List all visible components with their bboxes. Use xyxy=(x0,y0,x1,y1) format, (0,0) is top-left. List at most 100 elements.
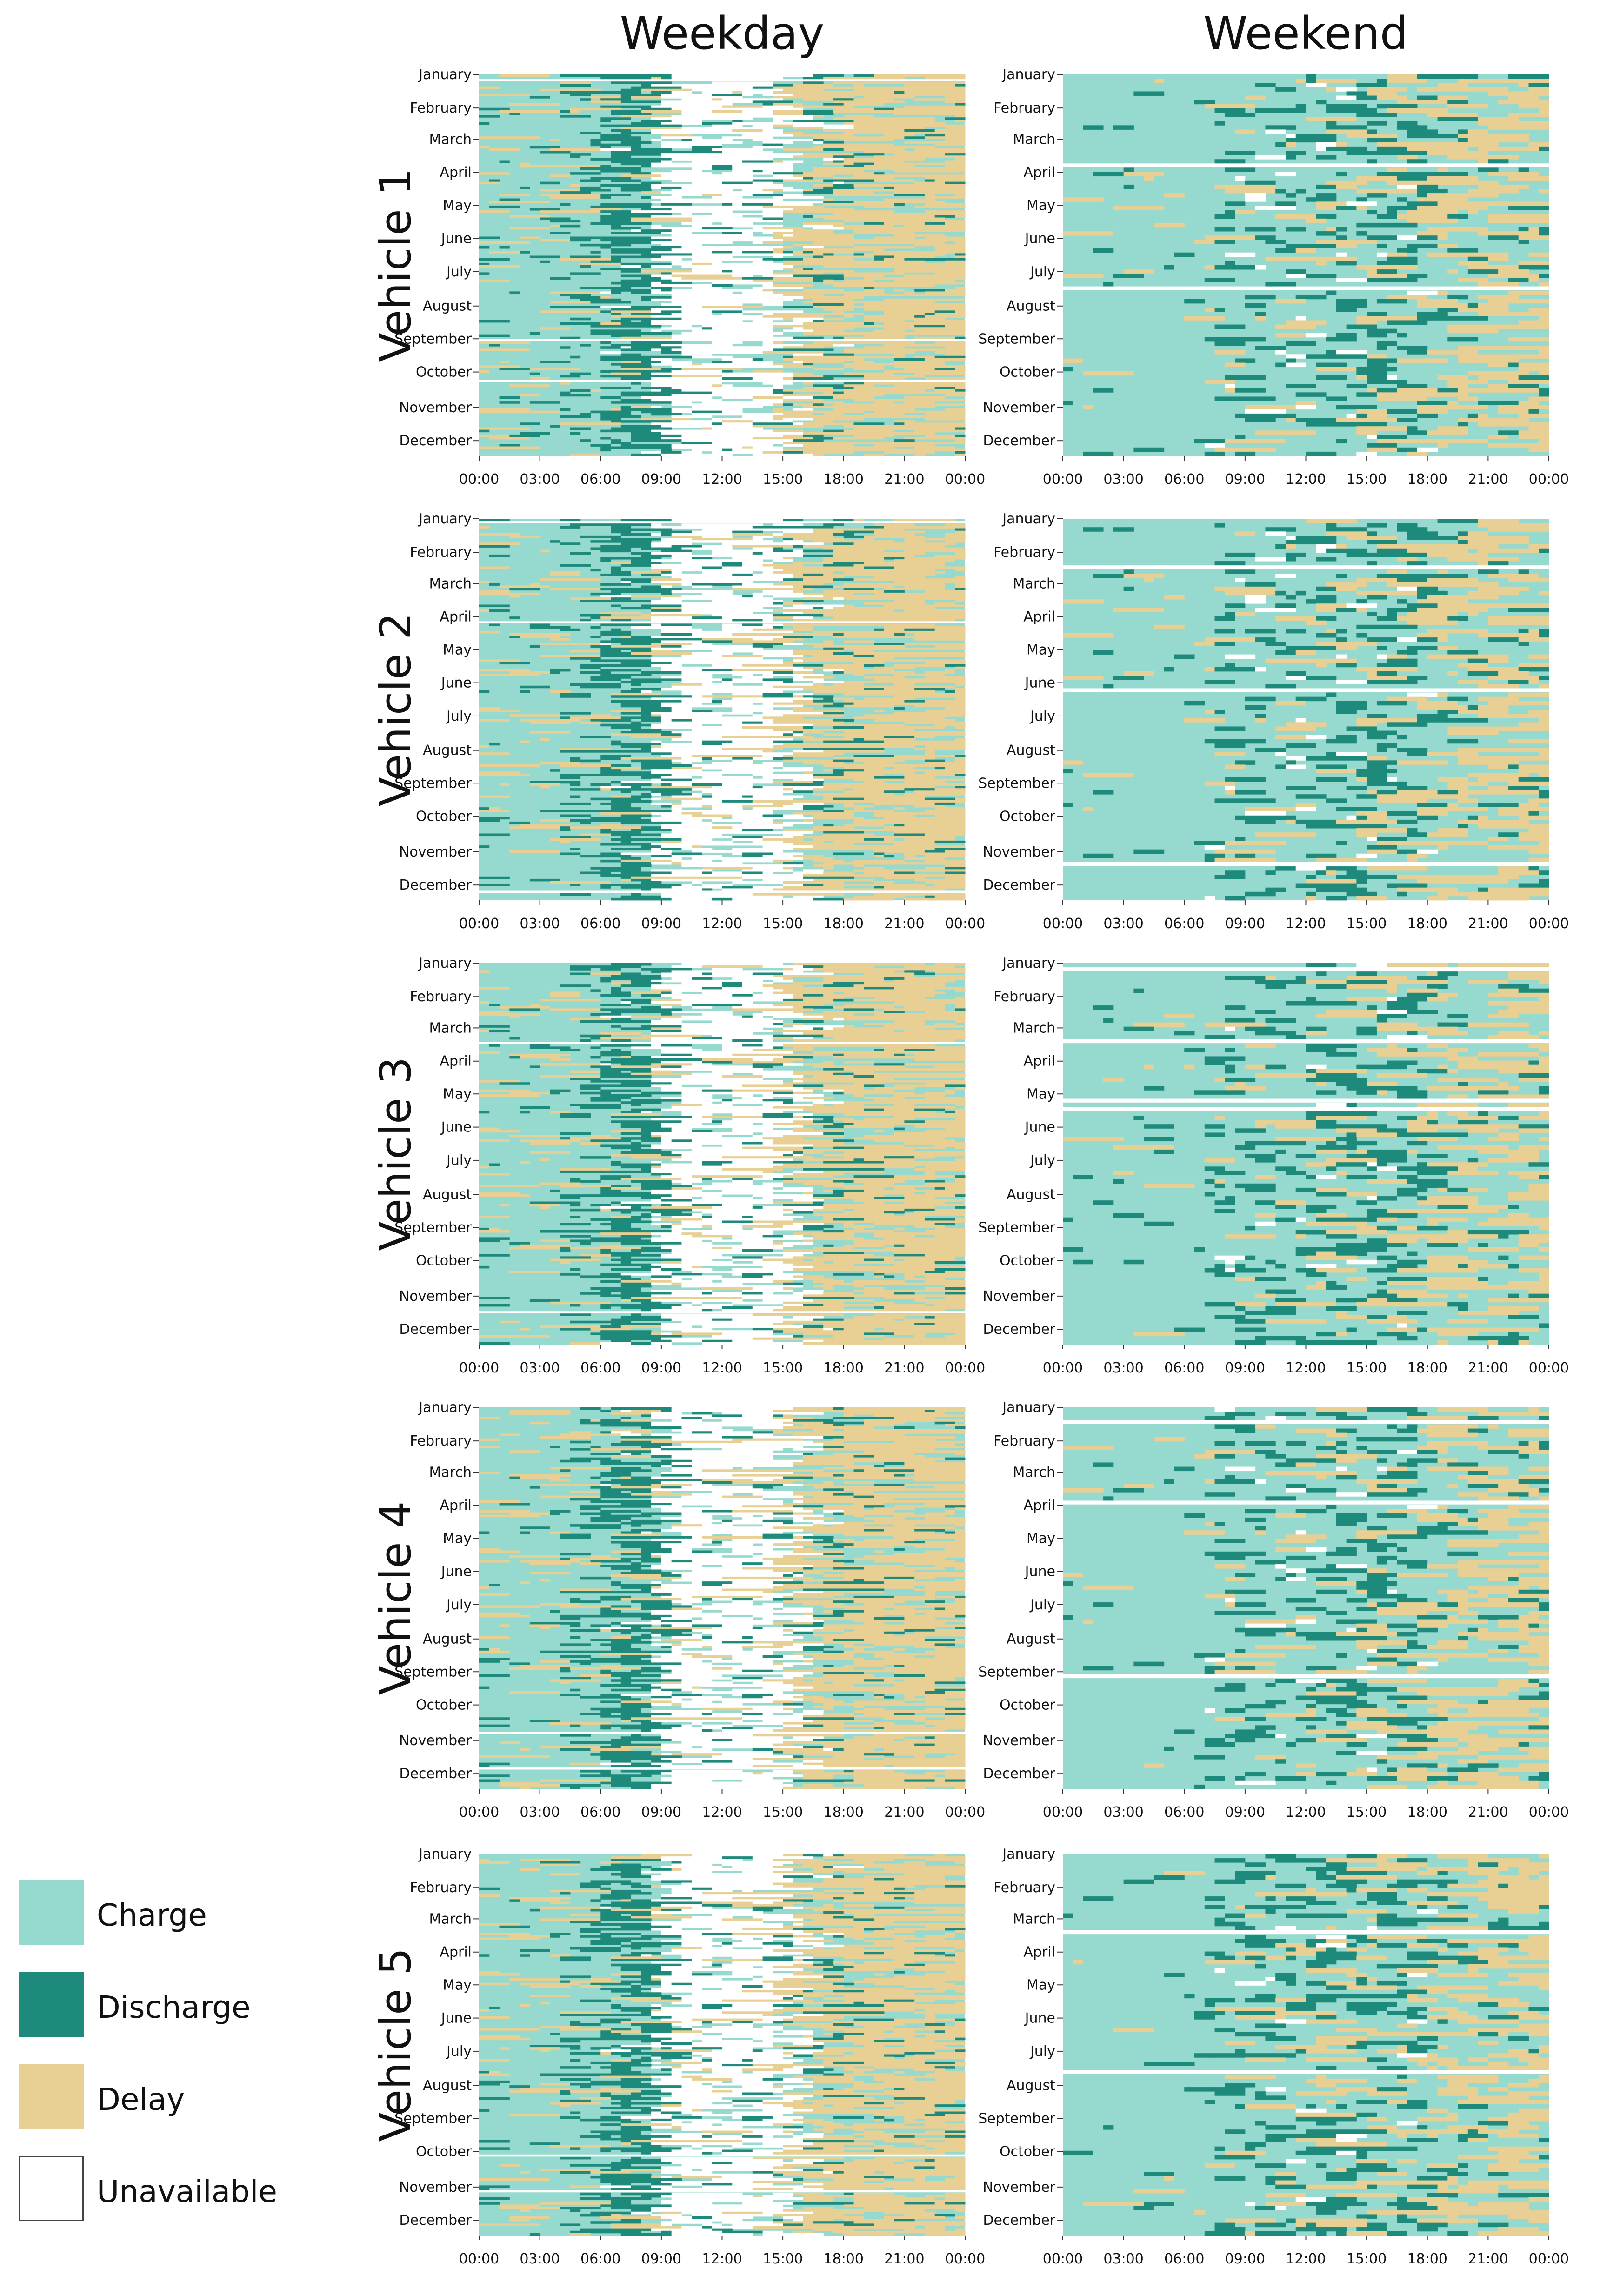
cell-discharge xyxy=(1508,206,1519,210)
cell-unavailable xyxy=(661,833,692,837)
cell-discharge xyxy=(1255,312,1266,316)
cell-unavailable xyxy=(681,208,702,211)
cell-discharge xyxy=(1518,227,1529,232)
cell-unavailable xyxy=(681,132,713,134)
cell-discharge xyxy=(833,759,854,763)
cell-discharge xyxy=(560,526,581,529)
cell-unavailable xyxy=(762,571,773,574)
cell-discharge xyxy=(945,153,966,156)
cell-unavailable xyxy=(712,334,743,337)
cell-delay xyxy=(853,229,905,232)
y-tick-label: March xyxy=(429,576,472,592)
cell-discharge xyxy=(1316,231,1327,236)
cell-delay xyxy=(864,346,885,349)
cell-delay xyxy=(793,848,844,850)
cell-discharge xyxy=(631,864,652,867)
cell-discharge xyxy=(1387,548,1407,553)
cell-unavailable xyxy=(671,576,682,579)
cell-delay xyxy=(783,415,834,418)
cell-unavailable xyxy=(661,232,682,234)
cell-discharge xyxy=(1356,367,1377,372)
cell-delay xyxy=(934,403,966,406)
cell-delay xyxy=(1387,582,1407,587)
cell-unavailable xyxy=(681,659,692,662)
cell-discharge xyxy=(924,222,945,225)
cell-discharge xyxy=(631,341,662,344)
cell-delay xyxy=(853,569,864,572)
cell-delay xyxy=(1367,413,1387,418)
cell-discharge xyxy=(661,530,692,534)
cell-unavailable xyxy=(722,729,753,731)
cell-delay xyxy=(793,253,824,256)
cell-unavailable xyxy=(742,448,763,452)
cell-discharge xyxy=(1306,354,1337,359)
cell-unavailable xyxy=(661,743,682,746)
cell-delay xyxy=(833,81,885,84)
cell-discharge xyxy=(620,308,641,311)
cell-unavailable xyxy=(712,619,733,622)
cell-unavailable xyxy=(742,91,773,94)
cell-discharge xyxy=(1356,113,1367,117)
cell-unavailable xyxy=(732,332,753,335)
cell-discharge xyxy=(631,186,652,189)
cell-unavailable xyxy=(651,619,682,622)
cell-discharge xyxy=(570,884,581,886)
cell-delay xyxy=(560,840,571,843)
cell-unavailable xyxy=(1275,172,1296,177)
cell-discharge xyxy=(611,401,641,404)
cell-unavailable xyxy=(773,533,783,536)
cell-delay xyxy=(884,120,915,122)
cell-delay xyxy=(934,384,966,387)
cell-discharge xyxy=(611,420,641,423)
cell-discharge xyxy=(874,852,885,856)
cell-unavailable xyxy=(681,446,713,449)
cell-delay xyxy=(1356,320,1377,325)
cell-discharge xyxy=(1397,384,1428,388)
cell-delay xyxy=(550,573,581,576)
cell-discharge xyxy=(833,633,844,636)
cell-delay xyxy=(1488,574,1539,578)
cell-delay xyxy=(955,453,966,456)
cell-unavailable xyxy=(692,585,713,589)
cell-discharge xyxy=(1417,595,1428,600)
cell-delay xyxy=(894,814,915,817)
cell-discharge xyxy=(590,569,601,572)
cell-delay xyxy=(520,236,540,240)
y-tick-label: May xyxy=(443,642,472,658)
cell-unavailable xyxy=(773,255,783,259)
cell-unavailable xyxy=(1336,680,1367,684)
cell-unavailable xyxy=(762,619,773,622)
cell-unavailable xyxy=(722,614,753,617)
cell-unavailable xyxy=(712,819,722,822)
cell-unavailable xyxy=(712,704,733,708)
cell-unavailable xyxy=(712,636,743,638)
cell-discharge xyxy=(641,748,652,750)
cell-unavailable xyxy=(752,151,773,154)
cell-unavailable xyxy=(762,807,793,810)
cell-unavailable xyxy=(762,702,773,705)
cell-unavailable xyxy=(651,533,662,536)
cell-unavailable xyxy=(752,764,783,767)
cell-unavailable xyxy=(722,659,733,662)
cell-unavailable xyxy=(651,363,662,366)
cell-delay xyxy=(1153,624,1185,629)
cell-delay xyxy=(945,134,966,137)
cell-discharge xyxy=(600,310,611,313)
cell-discharge xyxy=(651,838,682,841)
cell-discharge xyxy=(945,690,955,693)
cell-delay xyxy=(945,289,955,292)
cell-discharge xyxy=(1214,121,1225,126)
cell-discharge xyxy=(894,358,925,361)
cell-unavailable xyxy=(752,817,763,820)
cell-unavailable xyxy=(701,633,733,636)
cell-unavailable xyxy=(712,884,733,886)
cell-delay xyxy=(732,640,793,643)
cell-discharge xyxy=(620,876,632,879)
cell-unavailable xyxy=(661,824,672,827)
cell-discharge xyxy=(1346,422,1367,427)
cell-unavailable xyxy=(671,179,692,182)
cell-unavailable xyxy=(752,595,763,598)
cell-discharge xyxy=(529,208,560,211)
cell-delay xyxy=(864,609,895,612)
cell-unavailable xyxy=(732,251,743,254)
